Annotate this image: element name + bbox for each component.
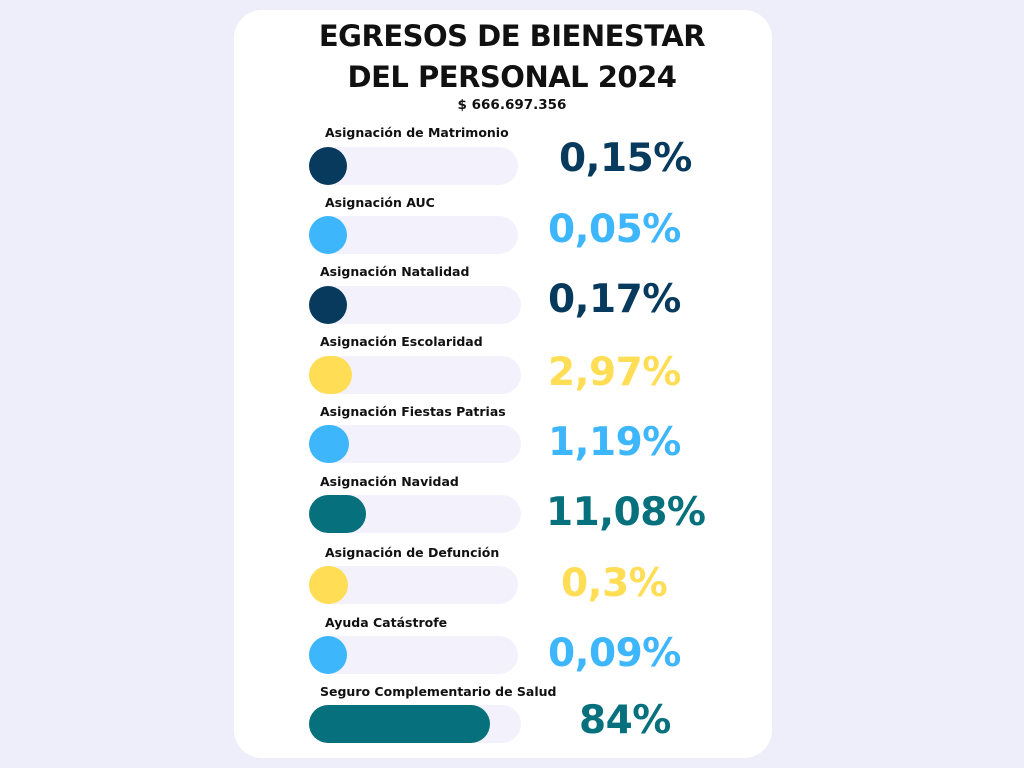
- bar-track: [309, 356, 521, 394]
- bar-value-label: 11,08%: [546, 490, 706, 535]
- bar-track: [309, 566, 518, 604]
- bar-track: [309, 425, 521, 463]
- bar-label: Seguro Complementario de Salud: [320, 684, 557, 699]
- bar-value-label: 0,05%: [548, 207, 681, 252]
- bar-label: Asignación Escolaridad: [320, 334, 483, 349]
- title-line-2: DEL PERSONAL 2024: [347, 60, 677, 94]
- bar: [309, 566, 348, 604]
- bar-label: Asignación Navidad: [320, 474, 459, 489]
- bar-track: [309, 286, 521, 324]
- bar-track: [309, 636, 518, 674]
- bar-value-label: 1,19%: [548, 420, 681, 465]
- bar: [309, 216, 347, 254]
- bar-value-label: 2,97%: [548, 350, 681, 395]
- bar-label: Ayuda Catástrofe: [325, 615, 448, 630]
- bar-track: [309, 216, 518, 254]
- bar: [309, 495, 366, 533]
- total-amount: $ 666.697.356: [457, 97, 567, 113]
- bar-value-label: 0,3%: [561, 561, 668, 606]
- bar-value-label: 0,17%: [548, 277, 681, 322]
- bar: [309, 286, 347, 324]
- bar-value-label: 84%: [579, 698, 671, 743]
- bar-label: Asignación AUC: [325, 195, 435, 210]
- bar: [309, 147, 347, 185]
- bar-track: [309, 705, 521, 743]
- bar: [309, 705, 490, 743]
- bar-track: [309, 147, 518, 185]
- bar-label: Asignación Fiestas Patrias: [320, 404, 506, 419]
- bar: [309, 356, 352, 394]
- bar-value-label: 0,09%: [548, 631, 681, 676]
- bar-value-label: 0,15%: [559, 136, 692, 181]
- bar-label: Asignación Natalidad: [320, 264, 470, 279]
- bar: [309, 425, 349, 463]
- title-line-1: EGRESOS DE BIENESTAR: [318, 19, 706, 53]
- bar-label: Asignación de Matrimonio: [325, 125, 509, 140]
- bar-label: Asignación de Defunción: [325, 545, 500, 560]
- bar-track: [309, 495, 521, 533]
- bar: [309, 636, 347, 674]
